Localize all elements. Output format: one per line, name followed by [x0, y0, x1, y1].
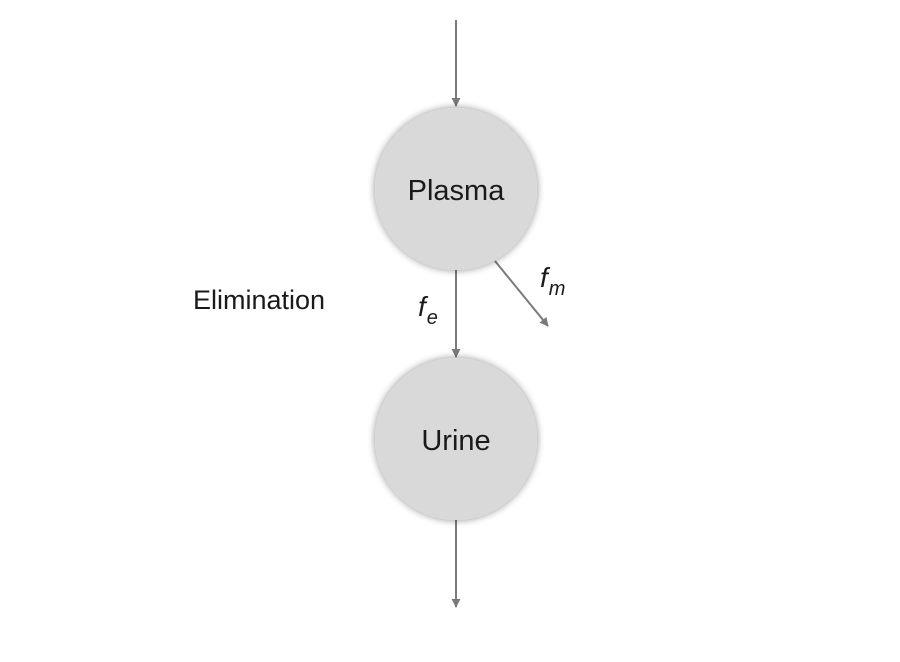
- metabolism-arrow: [494, 260, 549, 327]
- fm-symbol-subscript: m: [549, 278, 566, 300]
- urine-circle: [375, 358, 537, 520]
- urine-node: Urine: [375, 358, 537, 520]
- plasma-node: Plasma: [375, 108, 537, 270]
- elimination-label: Elimination: [193, 285, 325, 315]
- urine-label: Urine: [421, 425, 490, 457]
- fm-symbol: fm: [540, 262, 565, 300]
- fe-symbol-subscript: e: [427, 307, 438, 329]
- fe-symbol: fe: [418, 291, 438, 329]
- plasma-circle: [375, 108, 537, 270]
- fe-symbol-main: f: [418, 291, 429, 322]
- plasma-label: Plasma: [408, 175, 506, 207]
- fm-symbol-main: f: [540, 262, 551, 293]
